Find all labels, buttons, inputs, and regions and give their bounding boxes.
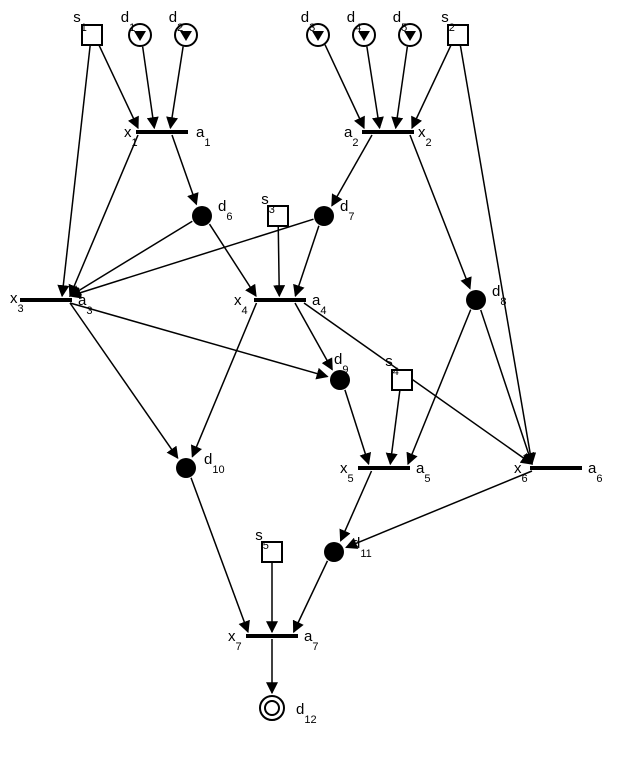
edge-d6-x4 bbox=[209, 224, 256, 296]
nodes-group: s1 d1 d2 d3 d4 d5 s2 x1 a1 x2 a2 d6 s3 d7 x3 a3 x4a4 d8 d9… bbox=[10, 9, 602, 726]
label: a1 bbox=[196, 124, 210, 149]
label: a7 bbox=[304, 628, 318, 653]
node-d5: d5 bbox=[393, 9, 421, 46]
edge-d7-x3 bbox=[70, 219, 313, 296]
edge-x4-d10 bbox=[192, 303, 256, 457]
label: a5 bbox=[416, 460, 430, 485]
edge-d9-x5 bbox=[345, 390, 369, 464]
edge-d10-x7 bbox=[191, 478, 248, 632]
node-x4: x4a4 bbox=[234, 292, 326, 317]
edge-d1-x1 bbox=[143, 47, 155, 128]
label: d1 bbox=[121, 9, 135, 34]
label: x5 bbox=[340, 460, 354, 485]
node-s4: s4 bbox=[385, 353, 412, 390]
label: a6 bbox=[588, 460, 602, 485]
edge-x4-d9 bbox=[295, 303, 332, 370]
network-diagram: s1 d1 d2 d3 d4 d5 s2 x1 a1 x2 a2 d6 s3 d7 x3 a3 x4a4 d8 d9… bbox=[0, 0, 637, 765]
edge-s4-x5 bbox=[390, 391, 399, 464]
node-x6: x6 a6 bbox=[514, 460, 602, 485]
node-d9: d9 bbox=[330, 351, 350, 390]
edge-d8-x5 bbox=[408, 310, 471, 464]
label: s4 bbox=[385, 353, 399, 378]
node-x1: x1 a1 bbox=[124, 124, 210, 149]
label: d8 bbox=[492, 283, 506, 308]
label: x3 bbox=[10, 290, 24, 315]
node-d1: d1 bbox=[121, 9, 151, 46]
node-d3: d3 bbox=[301, 9, 329, 46]
label: d6 bbox=[218, 198, 232, 223]
edge-x3-d9 bbox=[70, 303, 327, 377]
node-s1: s1 bbox=[73, 9, 102, 45]
edge-d5-x2 bbox=[396, 47, 408, 128]
label: s1 bbox=[73, 9, 87, 34]
edge-d7-x4 bbox=[295, 226, 318, 296]
edge-s2-x6 bbox=[460, 46, 532, 464]
label: d12 bbox=[296, 701, 317, 726]
node-x3: x3 a3 bbox=[10, 290, 92, 317]
edge-d6-x3 bbox=[70, 221, 192, 296]
label: s5 bbox=[255, 527, 269, 552]
node-x5: x5 a5 bbox=[340, 460, 430, 485]
edge-d2-x1 bbox=[170, 47, 183, 128]
label: x1 bbox=[124, 124, 138, 149]
label: x2 bbox=[418, 124, 432, 149]
edge-x6-d11 bbox=[346, 471, 532, 547]
node-s3: s3 bbox=[261, 191, 288, 226]
edge-d4-x2 bbox=[367, 47, 380, 128]
node-d6: d6 bbox=[192, 198, 232, 226]
label: d7 bbox=[340, 198, 354, 223]
edge-x2-d8 bbox=[410, 135, 470, 288]
edge-d3-x2 bbox=[325, 45, 364, 128]
label: a3 bbox=[78, 292, 92, 317]
node-d4: d4 bbox=[347, 9, 375, 46]
node-d2: d2 bbox=[169, 9, 197, 46]
node-x2: x2 a2 bbox=[344, 124, 432, 149]
edge-s3-x4 bbox=[278, 227, 279, 296]
node-d12: d12 bbox=[260, 696, 317, 726]
node-s2: s2 bbox=[441, 9, 468, 45]
label: x6 bbox=[514, 460, 528, 485]
edge-x3-d10 bbox=[70, 303, 178, 458]
node-d8: d8 bbox=[466, 283, 506, 310]
label: x7 bbox=[228, 628, 242, 653]
edge-s1-x1 bbox=[98, 44, 138, 128]
edge-x1-d6 bbox=[172, 135, 196, 204]
edge-d11-x7 bbox=[294, 561, 328, 632]
node-s5: s5 bbox=[255, 527, 282, 562]
edge-d8-x6 bbox=[481, 310, 532, 464]
edge-x5-d11 bbox=[341, 471, 372, 541]
node-d10: d10 bbox=[176, 451, 225, 478]
label: s2 bbox=[441, 9, 455, 34]
label: x4 bbox=[234, 292, 248, 317]
label: d10 bbox=[204, 451, 225, 476]
label: a2 bbox=[344, 124, 358, 149]
label: s3 bbox=[261, 191, 275, 216]
edge-s2-x2 bbox=[412, 44, 452, 128]
node-x7: x7 a7 bbox=[228, 628, 318, 653]
edge-x1-x3 bbox=[70, 135, 138, 296]
